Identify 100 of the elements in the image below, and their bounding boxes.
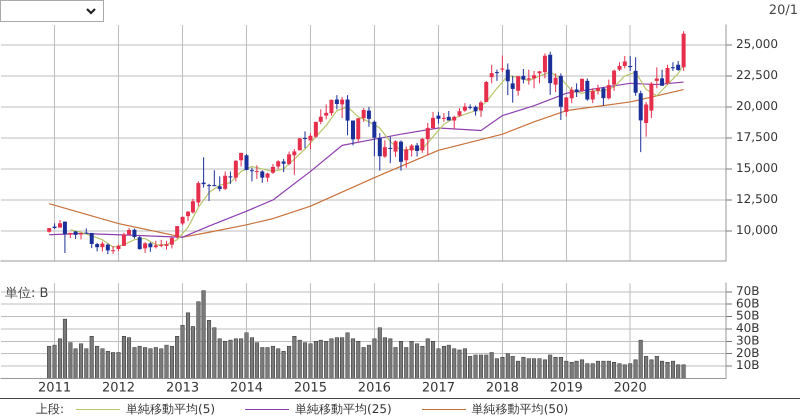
candlestick xyxy=(318,108,323,125)
candlestick xyxy=(100,241,104,252)
y-tick-label: 40B xyxy=(736,321,760,336)
candlestick xyxy=(521,68,526,84)
x-tick-label: 2014 xyxy=(230,380,264,396)
candlestick xyxy=(574,82,579,98)
y-tick-label: 20B xyxy=(736,346,760,360)
candlestick xyxy=(350,120,355,146)
candlestick xyxy=(622,56,627,69)
candlestick xyxy=(282,158,286,173)
candlestick xyxy=(479,100,484,118)
x-tick-label: 2017 xyxy=(422,380,455,396)
candlestick xyxy=(596,84,600,95)
candlestick xyxy=(590,88,595,104)
candlestick xyxy=(138,235,142,250)
candlestick xyxy=(266,172,270,182)
text: 20/1 xyxy=(768,3,798,18)
candlestick xyxy=(62,220,67,254)
candlestick xyxy=(585,78,590,102)
x-tick-label: 2012 xyxy=(102,380,136,396)
candlestick xyxy=(490,64,494,84)
x-tick-label: 2015 xyxy=(294,380,327,396)
candlestick xyxy=(340,96,344,119)
y-tick-label: 70B xyxy=(736,284,760,298)
candlestick xyxy=(122,232,126,246)
candlestick xyxy=(431,111,436,130)
candlestick xyxy=(634,56,638,96)
candlestick xyxy=(666,64,670,86)
candlestick xyxy=(223,170,228,191)
legend-label: 単純移動平均(5) xyxy=(126,400,216,418)
y-tick-label: 15,000 xyxy=(736,161,778,176)
candlestick xyxy=(239,152,244,167)
candlestick xyxy=(175,226,180,239)
candlestick xyxy=(346,94,350,136)
candlestick xyxy=(660,69,664,86)
annotation: 単位: B xyxy=(5,286,48,302)
legend-label: 単純移動平均(25) xyxy=(295,400,392,418)
candlestick xyxy=(442,112,446,122)
candlestick xyxy=(132,228,136,240)
x-tick-label: 2018 xyxy=(486,380,519,396)
y-tick-label: 50B xyxy=(736,308,760,323)
candlestick xyxy=(228,170,232,184)
candlestick xyxy=(516,75,520,96)
candlestick xyxy=(601,86,606,106)
candlestick xyxy=(494,69,499,82)
candlestick xyxy=(298,137,302,151)
candlestick xyxy=(254,164,259,180)
candlestick xyxy=(484,80,488,102)
x-tick-label: 2013 xyxy=(166,380,200,396)
candlestick xyxy=(436,111,440,124)
candlestick xyxy=(398,140,403,172)
y-tick-label: 25,000 xyxy=(736,36,778,51)
legend-title: 上段: xyxy=(36,400,64,418)
candlestick xyxy=(372,120,376,157)
x-tick-label: 2019 xyxy=(550,380,583,396)
candlestick xyxy=(329,98,334,116)
y-tick-label: 22,500 xyxy=(736,68,778,82)
candlestick xyxy=(303,130,308,149)
candlestick xyxy=(324,104,328,120)
candlestick xyxy=(452,115,456,130)
y-tick-label: 30B xyxy=(736,333,760,348)
candlestick xyxy=(250,167,254,182)
y-tick-label: 10,000 xyxy=(736,223,778,238)
candlestick xyxy=(532,70,536,89)
y-tick-label: 17,500 xyxy=(736,130,778,144)
candlestick xyxy=(143,242,148,254)
candlestick xyxy=(148,242,152,252)
candlestick xyxy=(218,176,222,192)
x-tick-label: 2016 xyxy=(358,380,391,396)
candlestick xyxy=(106,242,110,255)
candlestick xyxy=(378,132,382,172)
y-tick-label: 20,000 xyxy=(736,99,778,114)
candlestick xyxy=(606,79,611,100)
x-tick-label: 2011 xyxy=(38,380,72,396)
candlestick xyxy=(415,142,420,158)
candlestick xyxy=(334,94,339,110)
x-tick-label: 2020 xyxy=(614,380,647,396)
candlestick xyxy=(388,136,392,164)
candlestick xyxy=(244,154,249,171)
candlestick xyxy=(366,106,371,128)
candlestick xyxy=(382,140,387,158)
candlestick xyxy=(362,108,366,122)
candlestick xyxy=(426,122,430,156)
candlestick xyxy=(356,118,360,142)
candlestick xyxy=(170,236,174,249)
candlestick xyxy=(506,62,510,96)
candlestick xyxy=(202,156,206,188)
candlestick xyxy=(420,137,424,154)
candlestick xyxy=(612,69,616,92)
candlestick xyxy=(260,170,264,184)
legend-label: 単純移動平均(50) xyxy=(472,400,568,418)
y-tick-label: 10B xyxy=(736,358,760,372)
y-tick-label: 60B xyxy=(736,296,760,310)
candlestick xyxy=(394,140,398,158)
y-tick-label: 12,500 xyxy=(736,192,778,206)
candlestick xyxy=(654,66,659,89)
candlestick xyxy=(270,164,275,174)
candlestick xyxy=(510,75,515,104)
candlestick xyxy=(554,72,558,93)
candlestick xyxy=(234,160,238,182)
